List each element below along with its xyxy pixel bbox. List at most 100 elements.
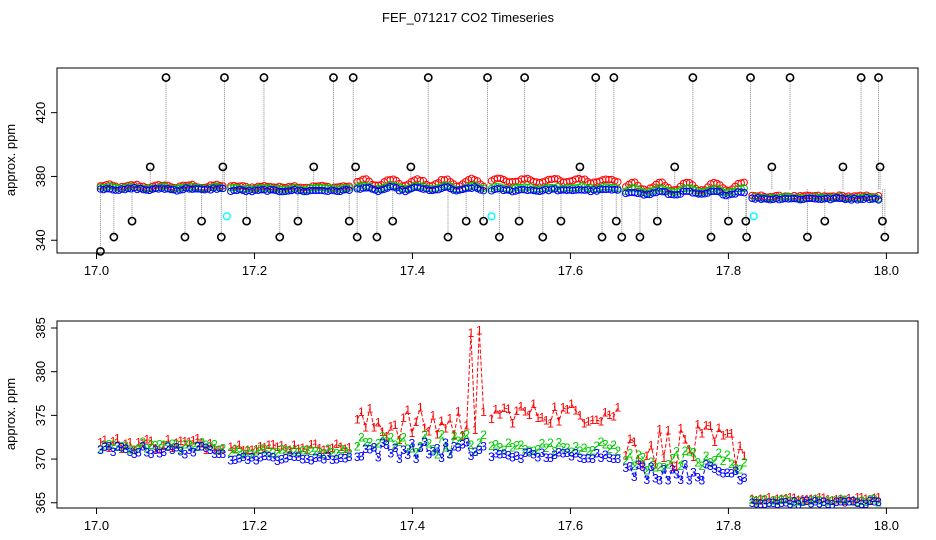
series-3-marker: 3 — [694, 471, 701, 485]
series-2-marker: 2 — [509, 440, 516, 454]
series-3-marker: 3 — [346, 450, 353, 464]
series-2-marker: 2 — [160, 438, 167, 452]
series-2-marker: 2 — [622, 453, 629, 467]
series-3-marker: 3 — [492, 447, 499, 461]
series-3-marker: 3 — [656, 474, 663, 488]
series-1-marker: 1 — [186, 435, 193, 449]
series-3-marker: 3 — [560, 447, 567, 461]
series-1-marker: 1 — [182, 435, 189, 449]
spike-point — [275, 232, 285, 242]
series-3-point — [658, 187, 666, 196]
series-3-marker: 3 — [825, 497, 832, 511]
series-1-marker: 1 — [358, 405, 365, 419]
series-2-marker: 2 — [232, 443, 239, 457]
series-1-marker: 1 — [447, 412, 454, 426]
series-3-marker: 3 — [728, 466, 735, 480]
series-3-marker: 3 — [568, 449, 575, 463]
series-1-marker: 1 — [270, 437, 277, 451]
series-1-marker: 1 — [227, 440, 234, 454]
series-2-marker: 2 — [737, 462, 744, 476]
series-3-point — [216, 184, 224, 192]
series-1-marker: 1 — [497, 407, 504, 421]
series-3-marker: 3 — [396, 452, 403, 466]
series-1-marker: 1 — [660, 451, 667, 465]
series-2-marker: 2 — [253, 444, 260, 458]
series-2-marker: 2 — [434, 448, 441, 462]
series-2-marker: 2 — [547, 436, 554, 450]
series-1-marker: 1 — [404, 403, 411, 417]
spike-point — [670, 162, 680, 172]
spike-point — [597, 232, 607, 242]
series-1-marker: 1 — [425, 424, 432, 438]
series-1-marker: 1 — [867, 494, 874, 508]
series-3-marker: 3 — [375, 451, 382, 465]
series-2-marker: 2 — [270, 446, 277, 460]
series-1-marker: 1 — [795, 493, 802, 507]
series-1-marker: 1 — [720, 428, 727, 442]
series-2-marker: 2 — [795, 494, 802, 508]
series-2-marker: 2 — [804, 494, 811, 508]
series-1-marker: 1 — [509, 417, 516, 431]
series-3-marker: 3 — [173, 441, 180, 455]
series-1-marker: 1 — [232, 442, 239, 456]
series-1-marker: 1 — [639, 458, 646, 472]
series-1-marker: 1 — [236, 438, 243, 452]
series-2-line — [625, 450, 745, 472]
series-3-marker: 3 — [291, 450, 298, 464]
series-1-marker: 1 — [476, 324, 483, 338]
spike-point — [329, 73, 338, 82]
series-1-marker: 1 — [127, 436, 134, 450]
series-2-marker: 2 — [442, 440, 449, 454]
series-1-marker: 1 — [703, 418, 710, 432]
series-2-marker: 2 — [110, 438, 117, 452]
series-1-marker: 1 — [787, 491, 794, 505]
series-1-marker: 1 — [266, 438, 273, 452]
y-tick-label: 380 — [33, 361, 48, 383]
spike-point — [494, 232, 504, 242]
series-3-point — [389, 183, 397, 191]
series-1-marker: 1 — [333, 437, 340, 451]
series-2-marker: 2 — [673, 445, 680, 459]
series-1-marker: 1 — [682, 432, 689, 446]
series-2-marker: 2 — [101, 439, 108, 453]
series-1-marker: 1 — [396, 433, 403, 447]
series-3-marker: 3 — [816, 496, 823, 510]
series-2-marker: 2 — [409, 441, 416, 455]
series-1-line — [625, 422, 745, 468]
series-2-line — [230, 448, 350, 456]
series-1-marker: 1 — [577, 408, 584, 422]
series-1-marker: 1 — [539, 411, 546, 425]
series-1-marker: 1 — [610, 410, 617, 424]
spike-point — [609, 73, 619, 82]
series-2-marker: 2 — [863, 495, 870, 509]
series-1-marker: 1 — [173, 436, 180, 450]
series-2-marker: 2 — [304, 443, 311, 457]
series-3-marker: 3 — [863, 497, 870, 511]
series-2-marker: 2 — [837, 492, 844, 506]
series-2-marker: 2 — [715, 446, 722, 460]
series-3-marker: 3 — [321, 452, 328, 466]
series-3-marker: 3 — [215, 447, 222, 461]
series-3-point — [479, 186, 488, 195]
series-1-marker: 1 — [522, 404, 529, 418]
series-1-point — [682, 178, 691, 187]
series-1-marker: 1 — [774, 492, 781, 506]
series-3-marker: 3 — [165, 440, 172, 454]
series-2-marker: 2 — [770, 494, 777, 508]
series-3-marker: 3 — [665, 474, 672, 488]
series-1-marker: 1 — [198, 437, 205, 451]
spike-point — [242, 216, 251, 226]
series-1-marker: 1 — [581, 417, 588, 431]
series-3-marker: 3 — [787, 497, 794, 511]
series-2-marker: 2 — [413, 445, 420, 459]
y-tick-label: 365 — [33, 492, 48, 514]
series-3-marker: 3 — [581, 452, 588, 466]
series-2-marker: 2 — [585, 444, 592, 458]
series-2-marker: 2 — [593, 439, 600, 453]
series-2-marker: 2 — [518, 438, 525, 452]
series-1-marker: 1 — [699, 427, 706, 441]
series-3-marker: 3 — [715, 465, 722, 479]
series-3-marker: 3 — [699, 473, 706, 487]
